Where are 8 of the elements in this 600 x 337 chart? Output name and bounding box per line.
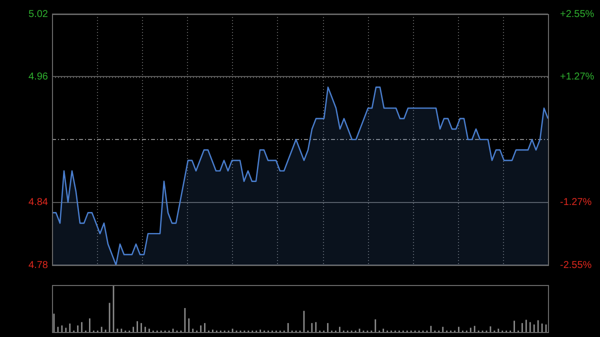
y2-tick-label: -1.27% — [560, 196, 592, 208]
y-tick-label: 5.02 — [28, 8, 48, 20]
y-tick-label: 4.78 — [28, 260, 48, 271]
y2-tick-label: -2.55% — [560, 260, 592, 271]
y-tick-label: 4.96 — [28, 72, 48, 82]
y2-tick-label: +2.55% — [560, 8, 594, 20]
y-tick-label: 4.84 — [28, 197, 48, 208]
y2-tick-label: +1.27% — [560, 72, 594, 83]
